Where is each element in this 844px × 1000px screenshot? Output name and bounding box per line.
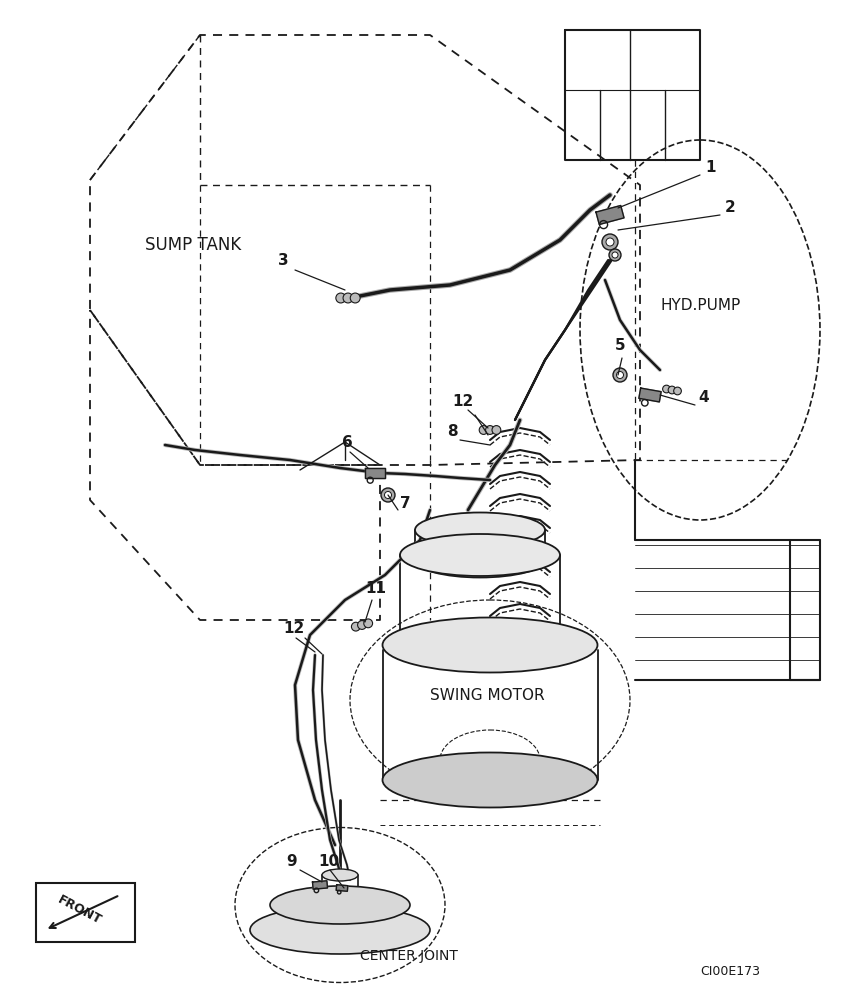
Ellipse shape — [382, 617, 598, 672]
Text: SUMP TANK: SUMP TANK — [145, 236, 241, 254]
Polygon shape — [312, 881, 327, 889]
Circle shape — [668, 386, 676, 394]
Ellipse shape — [250, 906, 430, 954]
Text: 5: 5 — [615, 338, 625, 353]
Text: 7: 7 — [400, 496, 411, 511]
Circle shape — [350, 293, 360, 303]
Circle shape — [485, 426, 495, 434]
Circle shape — [609, 249, 621, 261]
Circle shape — [616, 371, 624, 378]
Circle shape — [674, 387, 681, 395]
Polygon shape — [596, 206, 624, 224]
Circle shape — [663, 385, 670, 393]
Polygon shape — [365, 468, 385, 478]
Circle shape — [343, 293, 353, 303]
Circle shape — [479, 426, 488, 434]
Ellipse shape — [415, 542, 545, 578]
Circle shape — [613, 368, 627, 382]
Text: 9: 9 — [286, 854, 296, 869]
Circle shape — [364, 619, 372, 628]
Text: 3: 3 — [278, 253, 289, 268]
Circle shape — [612, 252, 618, 258]
Text: 1: 1 — [705, 160, 716, 175]
Circle shape — [351, 622, 360, 631]
Ellipse shape — [322, 869, 358, 881]
Polygon shape — [336, 885, 348, 891]
Ellipse shape — [415, 512, 545, 548]
Ellipse shape — [400, 629, 560, 671]
Ellipse shape — [270, 886, 410, 924]
Circle shape — [606, 238, 614, 246]
Polygon shape — [639, 388, 661, 402]
Text: 10: 10 — [318, 854, 339, 869]
Circle shape — [336, 293, 346, 303]
Circle shape — [602, 234, 618, 250]
Circle shape — [385, 491, 392, 498]
Text: 8: 8 — [447, 424, 457, 439]
Text: 12: 12 — [452, 394, 473, 409]
Text: FRONT: FRONT — [55, 893, 103, 927]
Circle shape — [381, 488, 395, 502]
FancyBboxPatch shape — [36, 883, 135, 942]
Text: 11: 11 — [365, 581, 386, 596]
Ellipse shape — [382, 752, 598, 808]
Text: CENTER JOINT: CENTER JOINT — [360, 949, 458, 963]
Text: 12: 12 — [283, 621, 304, 636]
Text: CI00E173: CI00E173 — [700, 965, 760, 978]
Text: 4: 4 — [698, 390, 709, 405]
Text: SWING MOTOR: SWING MOTOR — [430, 688, 544, 703]
Circle shape — [358, 621, 366, 629]
Text: HYD.PUMP: HYD.PUMP — [660, 298, 740, 313]
Text: 6: 6 — [342, 435, 353, 450]
Circle shape — [492, 426, 500, 434]
Ellipse shape — [400, 534, 560, 576]
Text: 2: 2 — [725, 200, 736, 215]
